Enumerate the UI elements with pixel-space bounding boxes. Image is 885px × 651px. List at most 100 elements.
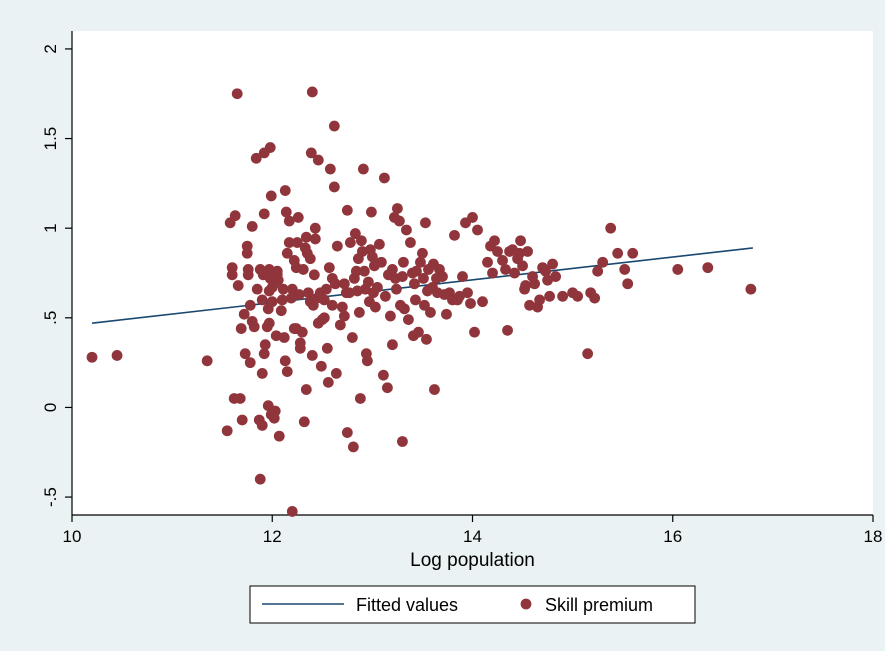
data-point xyxy=(306,86,318,98)
data-point xyxy=(330,367,342,379)
data-point xyxy=(258,208,270,220)
data-point xyxy=(355,235,367,247)
data-point xyxy=(378,172,390,184)
data-point xyxy=(293,289,305,300)
x-tick-label: 14 xyxy=(463,527,482,546)
data-point xyxy=(312,154,324,166)
data-point xyxy=(449,229,460,241)
data-point xyxy=(387,339,398,351)
data-point xyxy=(263,317,275,329)
data-point xyxy=(419,299,430,311)
y-tick-label: -.5 xyxy=(41,487,60,507)
data-point xyxy=(425,307,436,318)
fitted-line xyxy=(91,247,753,324)
data-point xyxy=(226,269,238,281)
data-point xyxy=(329,278,341,290)
data-point xyxy=(365,206,377,218)
data-point xyxy=(276,294,288,306)
data-point xyxy=(405,237,416,248)
data-point xyxy=(201,355,213,367)
data-point xyxy=(350,265,362,277)
data-point xyxy=(373,238,385,250)
data-point xyxy=(315,360,327,372)
data-point xyxy=(612,247,624,259)
data-point xyxy=(672,264,684,275)
data-point xyxy=(417,247,428,259)
x-axis-title: Log population xyxy=(410,550,535,571)
data-point xyxy=(411,265,422,277)
data-point xyxy=(324,163,336,175)
data-point xyxy=(509,267,520,279)
data-point xyxy=(369,301,381,313)
data-point xyxy=(398,256,409,268)
data-point xyxy=(280,206,292,218)
data-point xyxy=(250,152,262,164)
data-point xyxy=(605,222,617,234)
data-point xyxy=(592,265,604,277)
data-point xyxy=(702,262,714,274)
data-point xyxy=(302,287,314,299)
data-point xyxy=(547,258,558,270)
data-point xyxy=(597,256,609,268)
data-point xyxy=(258,348,270,360)
data-point xyxy=(472,224,483,236)
data-point xyxy=(487,267,498,279)
data-point xyxy=(86,351,98,363)
x-tick-label: 16 xyxy=(663,527,682,546)
data-point xyxy=(264,142,276,153)
data-point xyxy=(294,337,306,349)
legend: Fitted values Skill premium xyxy=(249,585,696,624)
data-point xyxy=(328,181,340,193)
data-point xyxy=(305,147,317,159)
data-point xyxy=(232,280,244,291)
data-point xyxy=(320,283,332,295)
data-point xyxy=(297,264,309,275)
data-point xyxy=(231,88,243,100)
data-point xyxy=(467,212,478,223)
data-point xyxy=(241,240,253,252)
data-point xyxy=(403,314,414,326)
data-point xyxy=(550,271,562,282)
data-point xyxy=(273,430,285,442)
data-point xyxy=(529,278,540,290)
data-point xyxy=(544,290,555,302)
data-point xyxy=(589,292,601,304)
data-point xyxy=(413,326,424,338)
data-point xyxy=(401,224,412,236)
data-point xyxy=(429,384,440,395)
data-point xyxy=(322,376,334,388)
y-tick-label: 2 xyxy=(41,44,60,53)
data-point xyxy=(354,393,366,404)
data-point xyxy=(279,355,291,367)
data-point xyxy=(349,228,361,239)
data-point xyxy=(437,271,448,282)
y-tick-label: 0 xyxy=(41,403,60,412)
data-point xyxy=(353,307,365,318)
data-point xyxy=(387,264,398,275)
data-point xyxy=(421,333,432,345)
legend-label-skill-premium: Skill premium xyxy=(545,595,653,615)
data-point xyxy=(377,369,389,381)
data-point xyxy=(309,222,321,234)
data-point xyxy=(234,393,246,404)
data-point xyxy=(392,203,403,214)
data-point xyxy=(379,290,391,302)
data-point xyxy=(242,269,254,281)
data-point xyxy=(391,283,402,295)
data-point xyxy=(277,283,289,295)
data-point xyxy=(341,204,353,216)
data-point xyxy=(357,163,369,175)
data-point xyxy=(272,274,284,286)
data-point xyxy=(341,427,353,438)
data-point xyxy=(469,326,480,338)
data-point xyxy=(366,251,378,263)
data-point xyxy=(265,190,277,202)
data-point xyxy=(286,506,298,517)
data-point xyxy=(522,246,533,257)
data-point xyxy=(517,260,528,272)
data-point xyxy=(397,436,408,447)
data-point xyxy=(457,271,468,282)
data-point xyxy=(338,278,350,290)
data-point xyxy=(236,414,248,426)
